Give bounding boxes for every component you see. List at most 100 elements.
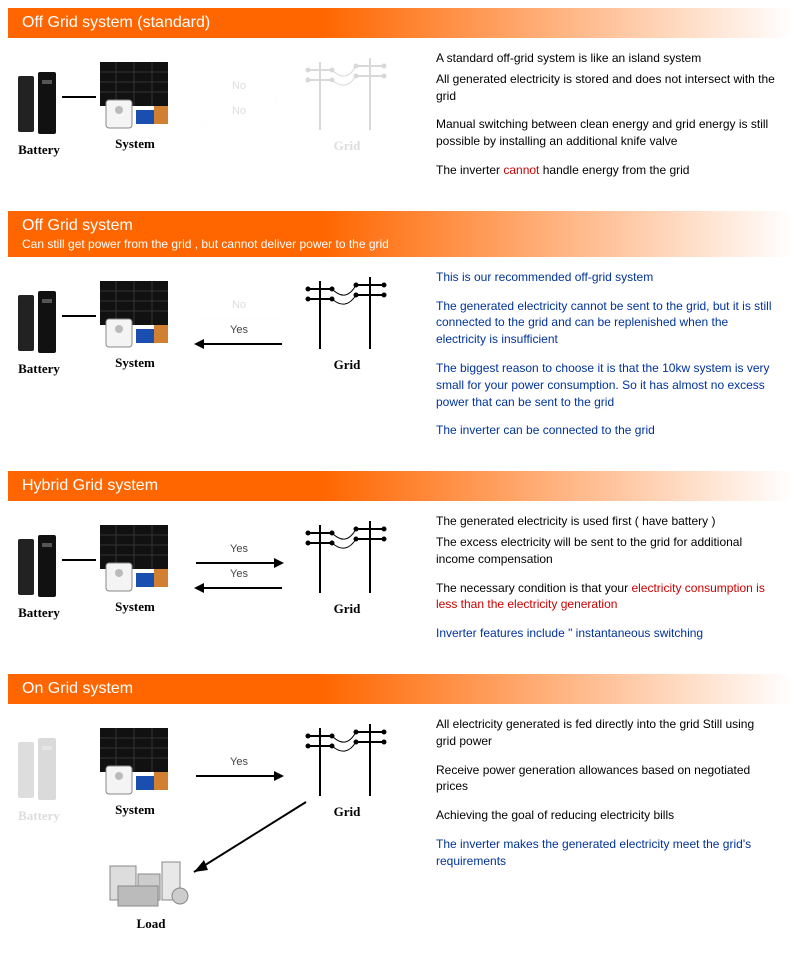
- system-label: System: [96, 136, 174, 152]
- system-label: System: [96, 802, 174, 818]
- paragraph: The necessary condition is that your ele…: [436, 580, 775, 614]
- system-node: System: [96, 279, 174, 371]
- text-run: The inverter can be connected to the gri…: [436, 423, 655, 437]
- system-node: System: [96, 60, 174, 152]
- description: A standard off-grid system is like an is…: [416, 50, 785, 191]
- paragraph: The inverter can be connected to the gri…: [436, 422, 775, 439]
- text-run: Inverter features include " instantaneou…: [436, 626, 703, 640]
- battery-icon: [16, 289, 62, 357]
- paragraph: Manual switching between clean energy an…: [436, 116, 775, 150]
- section-content: Battery System Yes: [8, 704, 793, 944]
- text-run: The excess electricity will be sent to t…: [436, 535, 742, 566]
- paragraph: All electricity generated is fed directl…: [436, 716, 775, 750]
- paragraph: The biggest reason to choose it is that …: [436, 360, 775, 410]
- section-offgrid: Off Grid system Can still get power from…: [8, 211, 793, 459]
- battery-label: Battery: [16, 605, 62, 621]
- battery-label: Battery: [16, 361, 62, 377]
- section-title: Off Grid system: [22, 217, 779, 235]
- paragraph: Receive power generation allowances base…: [436, 762, 775, 796]
- section-banner: Off Grid system (standard): [8, 8, 793, 38]
- section-offgrid-std: Off Grid system (standard) Battery Syste…: [8, 8, 793, 199]
- battery-node: Battery: [16, 736, 62, 824]
- paragraph: The inverter makes the generated electri…: [436, 836, 775, 870]
- text-run: The inverter: [436, 163, 503, 177]
- arrow-0: Yes: [194, 756, 284, 786]
- paragraph: Inverter features include " instantaneou…: [436, 625, 775, 642]
- arrow-label: Yes: [194, 568, 284, 580]
- text-run: The biggest reason to choose it is that …: [436, 361, 770, 409]
- paragraph: This is our recommended off-grid system: [436, 269, 775, 286]
- battery-node: Battery: [16, 533, 62, 621]
- system-label: System: [96, 355, 174, 371]
- paragraph: All generated electricity is stored and …: [436, 71, 775, 105]
- arrow-1: Yes: [194, 324, 284, 354]
- section-banner: On Grid system: [8, 674, 793, 704]
- battery-label: Battery: [16, 142, 62, 158]
- section-title: Off Grid system (standard): [22, 14, 779, 32]
- text-run: All electricity generated is fed directl…: [436, 717, 754, 748]
- grid-to-load-arrow: [176, 796, 316, 886]
- text-run: Manual switching between clean energy an…: [436, 117, 768, 148]
- text-run: Achieving the goal of reducing electrici…: [436, 808, 674, 822]
- paragraph: The inverter cannot handle energy from t…: [436, 162, 775, 179]
- load-label: Load: [106, 916, 196, 932]
- grid-label: Grid: [302, 357, 392, 373]
- grid-icon: [302, 54, 392, 134]
- grid-node: Grid: [302, 517, 392, 617]
- grid-icon: [302, 720, 392, 800]
- diagram: Battery System No Yes: [16, 269, 416, 409]
- battery-system-connector: [62, 315, 96, 317]
- battery-icon: [16, 70, 62, 138]
- text-run: The generated electricity cannot be sent…: [436, 299, 772, 347]
- grid-icon: [302, 273, 392, 353]
- system-label: System: [96, 599, 174, 615]
- paragraph: The generated electricity cannot be sent…: [436, 298, 775, 348]
- system-node: System: [96, 523, 174, 615]
- arrow-1: Yes: [194, 568, 284, 598]
- text-run: Receive power generation allowances base…: [436, 763, 750, 794]
- description: The generated electricity is used first …: [416, 513, 785, 654]
- section-content: Battery System Yes Yes: [8, 501, 793, 662]
- text-run: cannot: [503, 163, 539, 177]
- grid-label: Grid: [302, 138, 392, 154]
- text-run: handle energy from the grid: [539, 163, 689, 177]
- paragraph: The excess electricity will be sent to t…: [436, 534, 775, 568]
- section-ongrid: On Grid system Battery System Yes: [8, 674, 793, 944]
- system-node: System: [96, 726, 174, 818]
- description: This is our recommended off-grid system T…: [416, 269, 785, 451]
- grid-node: Grid: [302, 54, 392, 154]
- arrow-label: No: [194, 299, 284, 311]
- system-icon: [96, 279, 174, 351]
- arrow-label: No: [194, 105, 284, 117]
- grid-icon: [302, 517, 392, 597]
- arrow-label: No: [194, 80, 284, 92]
- battery-node: Battery: [16, 70, 62, 158]
- section-banner: Off Grid system Can still get power from…: [8, 211, 793, 257]
- arrow-label: Yes: [194, 324, 284, 336]
- battery-icon: [16, 533, 62, 601]
- section-subtitle: Can still get power from the grid , but …: [22, 237, 779, 251]
- battery-system-connector: [62, 559, 96, 561]
- diagram: Battery System No No: [16, 50, 416, 190]
- paragraph: A standard off-grid system is like an is…: [436, 50, 775, 67]
- battery-label: Battery: [16, 808, 62, 824]
- text-run: All generated electricity is stored and …: [436, 72, 775, 103]
- paragraph: Achieving the goal of reducing electrici…: [436, 807, 775, 824]
- grid-node: Grid: [302, 273, 392, 373]
- diagram: Battery System Yes Yes: [16, 513, 416, 653]
- system-icon: [96, 726, 174, 798]
- arrow-label: Yes: [194, 756, 284, 768]
- arrow-1: No: [194, 105, 284, 135]
- system-icon: [96, 60, 174, 132]
- battery-node: Battery: [16, 289, 62, 377]
- text-run: This is our recommended off-grid system: [436, 270, 653, 284]
- text-run: The generated electricity is used first …: [436, 514, 715, 528]
- battery-icon: [16, 736, 62, 804]
- section-hybrid: Hybrid Grid system Battery System Yes Ye…: [8, 471, 793, 662]
- text-run: The inverter makes the generated electri…: [436, 837, 751, 868]
- paragraph: The generated electricity is used first …: [436, 513, 775, 530]
- section-banner: Hybrid Grid system: [8, 471, 793, 501]
- grid-label: Grid: [302, 601, 392, 617]
- section-content: Battery System No Yes: [8, 257, 793, 459]
- section-title: On Grid system: [22, 680, 779, 698]
